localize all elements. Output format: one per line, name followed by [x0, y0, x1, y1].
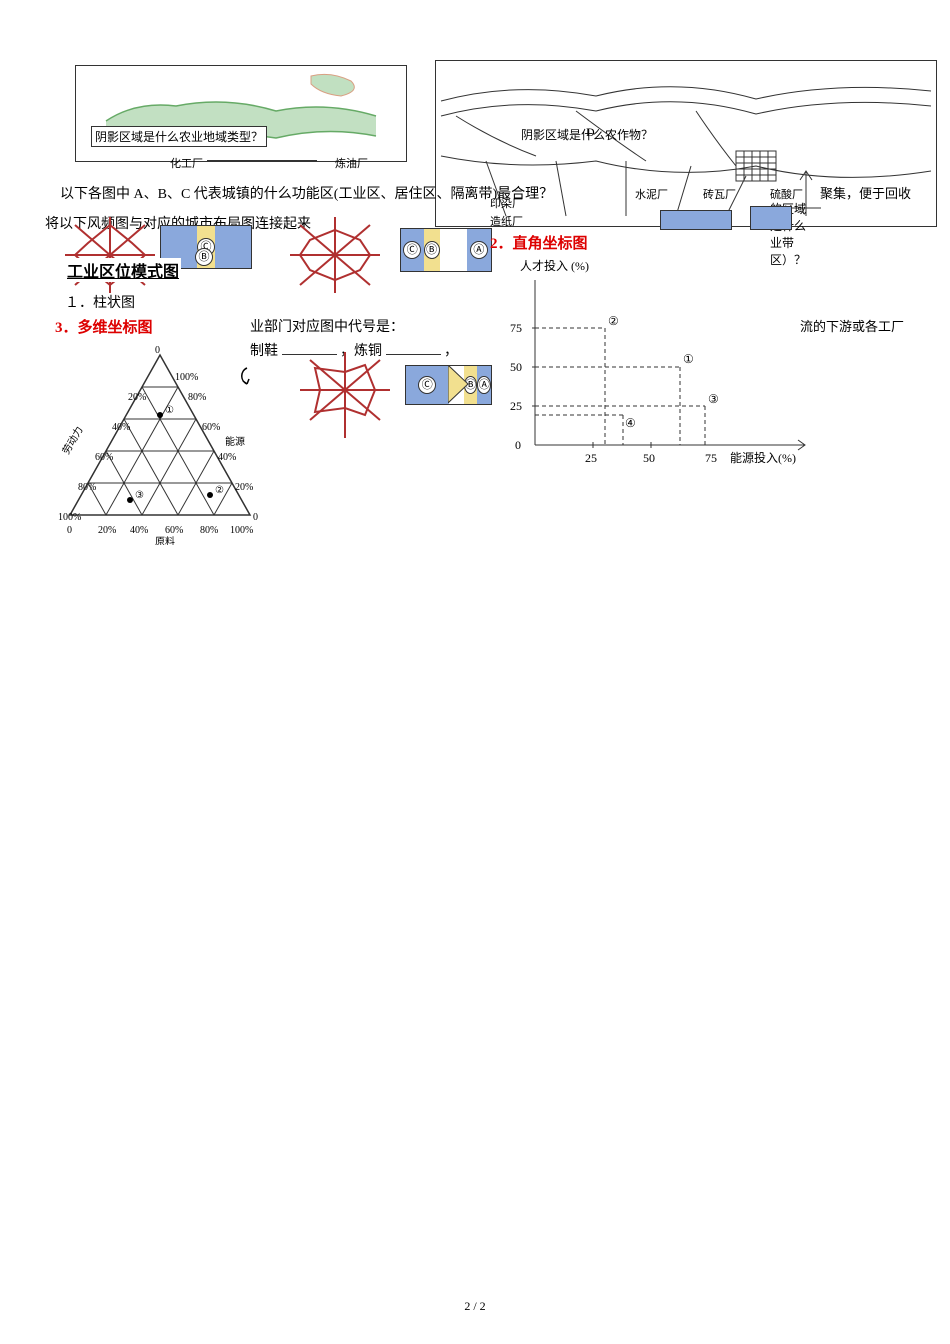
mid-text-b-3: ，	[444, 344, 458, 359]
layout2-C: Ⓒ	[403, 241, 421, 259]
svg-text:20%: 20%	[235, 482, 253, 493]
ternary-diagram: 0 100% 80% 60% 40% 20% 0 100% 80% 60% 40…	[50, 345, 270, 545]
svg-text:80%: 80%	[188, 392, 206, 403]
label-brick: 砖瓦厂	[703, 186, 736, 202]
svg-text:80%: 80%	[200, 525, 218, 536]
svg-text:②: ②	[215, 485, 224, 496]
svg-text:40%: 40%	[218, 452, 236, 463]
svg-text:①: ①	[683, 352, 694, 366]
svg-text:③: ③	[708, 392, 719, 406]
svg-text:40%: 40%	[130, 525, 148, 536]
layout1-B: Ⓑ	[195, 248, 213, 266]
layout5-wedge	[448, 365, 490, 403]
page-footer: 2 / 2	[0, 1299, 950, 1314]
svg-text:50: 50	[510, 360, 522, 374]
label-paper: 造纸厂	[490, 213, 523, 229]
svg-text:50: 50	[643, 451, 655, 465]
svg-text:能源: 能源	[225, 435, 245, 448]
svg-text:0: 0	[67, 525, 72, 536]
layout-2: Ⓒ Ⓑ Ⓐ	[400, 228, 492, 272]
svg-text:60%: 60%	[95, 452, 113, 463]
bar-chart: 人才投入 (%) 0 25 50 75 25 50 75 能源投入(%) ② ①…	[505, 255, 845, 475]
mid-text-a: 业部门对应图中代号是：	[250, 316, 404, 336]
svg-text:①: ①	[165, 405, 174, 416]
svg-text:25: 25	[585, 451, 597, 465]
sub-2: 2．直角坐标图	[490, 232, 588, 253]
svg-text:80%: 80%	[78, 482, 96, 493]
svg-text:劳动力: 劳动力	[59, 424, 85, 456]
layout2-A: Ⓐ	[470, 241, 488, 259]
svg-text:100%: 100%	[230, 525, 253, 536]
barchart-ylabel: 人才投入 (%)	[520, 258, 589, 273]
svg-text:②: ②	[608, 314, 619, 328]
svg-text:25: 25	[510, 399, 522, 413]
svg-text:0: 0	[155, 345, 160, 356]
label-cement: 水泥厂	[635, 186, 668, 202]
layout-4	[750, 206, 792, 230]
svg-text:④: ④	[625, 416, 636, 430]
line-zones-question: 以下各图中 A、B、C 代表城镇的什么功能区(工业区、居住区、隔离带)最合理？	[60, 183, 553, 203]
svg-text:75: 75	[510, 321, 522, 335]
svg-text:20%: 20%	[98, 525, 116, 536]
svg-text:0: 0	[515, 438, 521, 452]
svg-text:20%: 20%	[128, 392, 146, 403]
map-left: 阴影区域是什么农业地域类型？	[75, 65, 407, 162]
map-right-question: 阴影区域是什么农作物？	[521, 126, 653, 143]
layout5-C: Ⓒ	[418, 376, 436, 394]
label-chem: 化工厂	[170, 155, 203, 171]
svg-text:100%: 100%	[175, 372, 198, 383]
windrose-3	[290, 350, 400, 440]
barchart-xlabel: 能源投入(%)	[730, 450, 796, 465]
map-left-question: 阴影区域是什么农业地域类型？	[91, 126, 267, 147]
windrose-2	[280, 215, 390, 295]
svg-text:100%: 100%	[58, 512, 81, 523]
section-title: 工业区位模式图	[65, 258, 181, 282]
svg-text:原料: 原料	[155, 535, 175, 545]
svg-text:75: 75	[705, 451, 717, 465]
label-refinery: 炼油厂	[335, 155, 368, 171]
svg-text:③: ③	[135, 490, 144, 501]
line-zones-tail: 聚集，便于回收	[820, 183, 911, 202]
svg-text:40%: 40%	[112, 422, 130, 433]
sub-3: 3．多维坐标图	[55, 316, 153, 337]
svg-text:0: 0	[253, 512, 258, 523]
chem-line	[207, 160, 317, 161]
layout-3	[660, 210, 732, 230]
svg-text:60%: 60%	[165, 525, 183, 536]
layout2-B: Ⓑ	[424, 241, 440, 259]
sub-1: １．柱状图	[65, 292, 135, 312]
svg-text:60%: 60%	[202, 422, 220, 433]
windrose-1	[55, 215, 165, 295]
